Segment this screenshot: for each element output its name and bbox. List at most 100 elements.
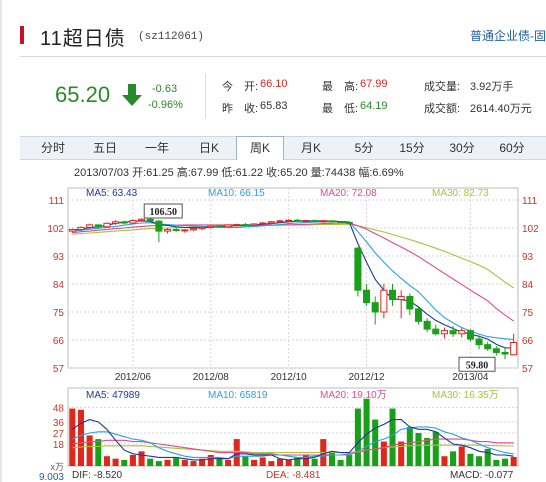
volume-panel-frame bbox=[67, 387, 519, 467]
date-tick-label: 2012/08 bbox=[193, 372, 230, 383]
candle-body bbox=[129, 220, 137, 224]
tab-30min[interactable]: 30分 bbox=[449, 141, 475, 155]
candle-body bbox=[388, 289, 397, 301]
price-tick-right: 111 bbox=[522, 196, 538, 207]
price-ma-legend: MA30: 82.73 bbox=[432, 188, 489, 199]
volume-bar bbox=[207, 455, 214, 466]
candle-body bbox=[146, 218, 154, 222]
volume-bar bbox=[501, 458, 509, 466]
volume-ma-legend: MA20: 19.10万 bbox=[320, 390, 387, 401]
volume-bar bbox=[121, 459, 128, 466]
high-label: 最 高: bbox=[322, 81, 359, 93]
candle-body bbox=[172, 229, 180, 232]
candle-body bbox=[267, 221, 275, 224]
left-edge bbox=[0, 0, 2, 482]
candle-body bbox=[86, 224, 94, 228]
header: 11超日债 (sz112061) 普通企业债-固 bbox=[0, 0, 546, 68]
prev-close-label: 昨 收: bbox=[222, 103, 259, 115]
candle-body bbox=[466, 330, 474, 340]
price-tick-left: 57 bbox=[53, 364, 65, 375]
volume-bar bbox=[372, 419, 379, 466]
low-annotation-box bbox=[458, 356, 496, 372]
candle-body bbox=[138, 218, 146, 222]
low-label: 最 低: bbox=[322, 103, 359, 115]
volume-bar bbox=[493, 459, 500, 466]
category-link[interactable]: 普通企业债-固 bbox=[470, 29, 546, 43]
candle-body bbox=[337, 221, 345, 224]
volume-bar bbox=[285, 459, 292, 466]
volume-bar bbox=[86, 435, 93, 466]
volume-bar bbox=[77, 409, 85, 466]
volume-bar bbox=[441, 456, 448, 466]
volume-bar bbox=[242, 456, 249, 466]
tab-weekly-k[interactable]: 周K bbox=[236, 136, 284, 160]
volume-tick-label: 27 bbox=[53, 429, 65, 440]
volume-bar bbox=[302, 455, 310, 466]
tab-five-day[interactable]: 五日 bbox=[92, 141, 117, 155]
volume-bar bbox=[328, 451, 335, 466]
volume-bar bbox=[173, 457, 180, 466]
price-tick-left: 93 bbox=[53, 252, 65, 263]
volume-bar bbox=[389, 408, 396, 466]
volume-ma-legend: MA5: 47989 bbox=[86, 390, 140, 401]
candle-body bbox=[328, 220, 336, 223]
prev-close-value: 65.83 bbox=[260, 100, 288, 112]
change-percent: -0.96% bbox=[148, 99, 183, 111]
candle-body bbox=[510, 341, 518, 356]
volume-ma30-line bbox=[72, 444, 514, 454]
date-tick-label: 2012/10 bbox=[271, 372, 308, 383]
volume-bar bbox=[311, 458, 318, 466]
header-divider bbox=[20, 56, 546, 57]
high-annotation-label: 106.50 bbox=[149, 207, 177, 218]
candle-body bbox=[155, 220, 163, 232]
candle-body bbox=[501, 351, 509, 355]
candle-body bbox=[285, 219, 293, 222]
open-value: 66.10 bbox=[260, 78, 288, 90]
candle-body bbox=[354, 247, 362, 291]
candle-body bbox=[189, 228, 198, 231]
candle-body bbox=[120, 221, 128, 224]
volume-bar bbox=[268, 461, 275, 466]
quote-separator bbox=[205, 74, 206, 118]
volume-bar bbox=[294, 457, 301, 466]
current-price: 65.20 bbox=[55, 82, 111, 107]
tab-monthly-k[interactable]: 月K bbox=[300, 141, 321, 155]
candle-body bbox=[380, 289, 388, 313]
price-tick-left: 102 bbox=[47, 224, 64, 235]
volume-bar bbox=[458, 446, 465, 466]
volume-bar bbox=[424, 437, 431, 466]
volume-bar bbox=[467, 453, 474, 466]
candle-body bbox=[449, 330, 457, 335]
volume-bar bbox=[398, 441, 405, 466]
price-ma20-line bbox=[72, 222, 515, 322]
tab-daily-k[interactable]: 日K bbox=[198, 141, 219, 155]
volume-bar bbox=[450, 451, 457, 466]
down-arrow-icon bbox=[122, 84, 142, 106]
tab-15min[interactable]: 15分 bbox=[399, 141, 425, 155]
candle-body bbox=[311, 220, 319, 223]
candle-body bbox=[484, 344, 492, 350]
price-tick-left: 66 bbox=[53, 336, 65, 347]
volume-bar bbox=[276, 458, 284, 466]
candle-body bbox=[363, 289, 371, 304]
tab-5min[interactable]: 5分 bbox=[354, 141, 374, 155]
volume-bar bbox=[415, 433, 422, 466]
macd-value-label: MACD: -0.077 bbox=[450, 470, 514, 481]
tab-timeshare[interactable]: 分时 bbox=[40, 141, 65, 155]
volume-bar bbox=[225, 459, 232, 466]
candle-body bbox=[414, 308, 423, 322]
date-tick-label: 2013/04 bbox=[452, 372, 489, 383]
candle-body bbox=[475, 338, 483, 346]
macd-dif-label: DIF: -8.520 bbox=[72, 470, 122, 481]
tab-60min[interactable]: 60分 bbox=[499, 141, 525, 155]
tab-one-year[interactable]: 一年 bbox=[144, 141, 169, 155]
volume-bar bbox=[181, 459, 188, 466]
volume-bar bbox=[354, 408, 361, 466]
candle-body bbox=[250, 223, 258, 226]
candle-body bbox=[233, 224, 241, 227]
amount-value: 2614.40万元 bbox=[470, 103, 532, 115]
low-value: 64.19 bbox=[360, 100, 388, 112]
volume-bar bbox=[476, 456, 483, 466]
volume-tick-label: 48 bbox=[53, 403, 65, 414]
